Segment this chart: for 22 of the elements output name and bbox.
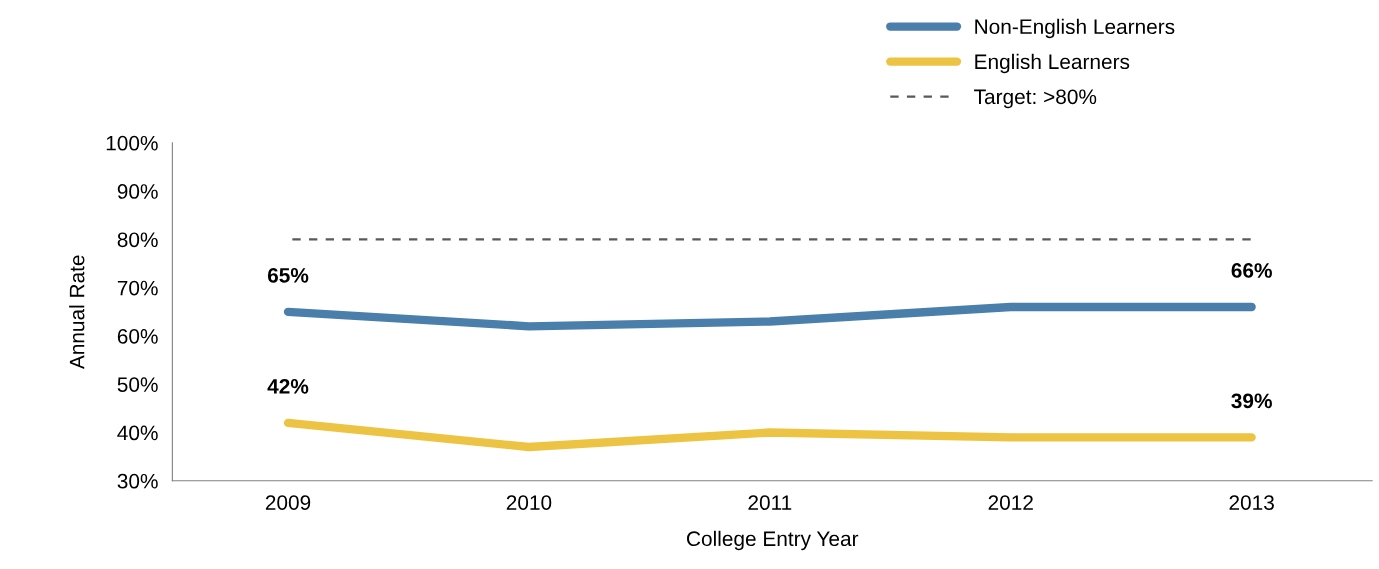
x-axis-title: College Entry Year bbox=[687, 530, 859, 551]
data-label: 66% bbox=[1231, 263, 1272, 278]
legend-label: Non-English Learners bbox=[975, 18, 1175, 39]
y-tick-label: 60% bbox=[117, 328, 158, 344]
y-tick-label: 90% bbox=[117, 184, 158, 199]
x-tick-label: 2009 bbox=[265, 495, 311, 510]
y-tick-label: 30% bbox=[117, 473, 158, 489]
y-tick-label: 80% bbox=[117, 232, 158, 248]
x-tick-label: 2011 bbox=[748, 495, 792, 510]
data-label: 65% bbox=[267, 267, 309, 283]
x-tick-label: 2012 bbox=[988, 495, 1033, 510]
x-tick-label: 2013 bbox=[1229, 495, 1274, 510]
y-tick-label: 50% bbox=[117, 377, 158, 392]
y-axis-title: Annual Rate bbox=[69, 255, 85, 370]
y-tick-label: 70% bbox=[117, 280, 158, 296]
data-label: 39% bbox=[1231, 393, 1272, 409]
x-tick-label: 2010 bbox=[506, 495, 552, 510]
y-tick-label: 40% bbox=[117, 425, 158, 441]
legend-label: Target: >80% bbox=[974, 89, 1097, 109]
y-tick-label: 100% bbox=[106, 135, 158, 151]
data-label: 42% bbox=[267, 378, 309, 394]
legend-label: English Learners bbox=[975, 53, 1130, 74]
